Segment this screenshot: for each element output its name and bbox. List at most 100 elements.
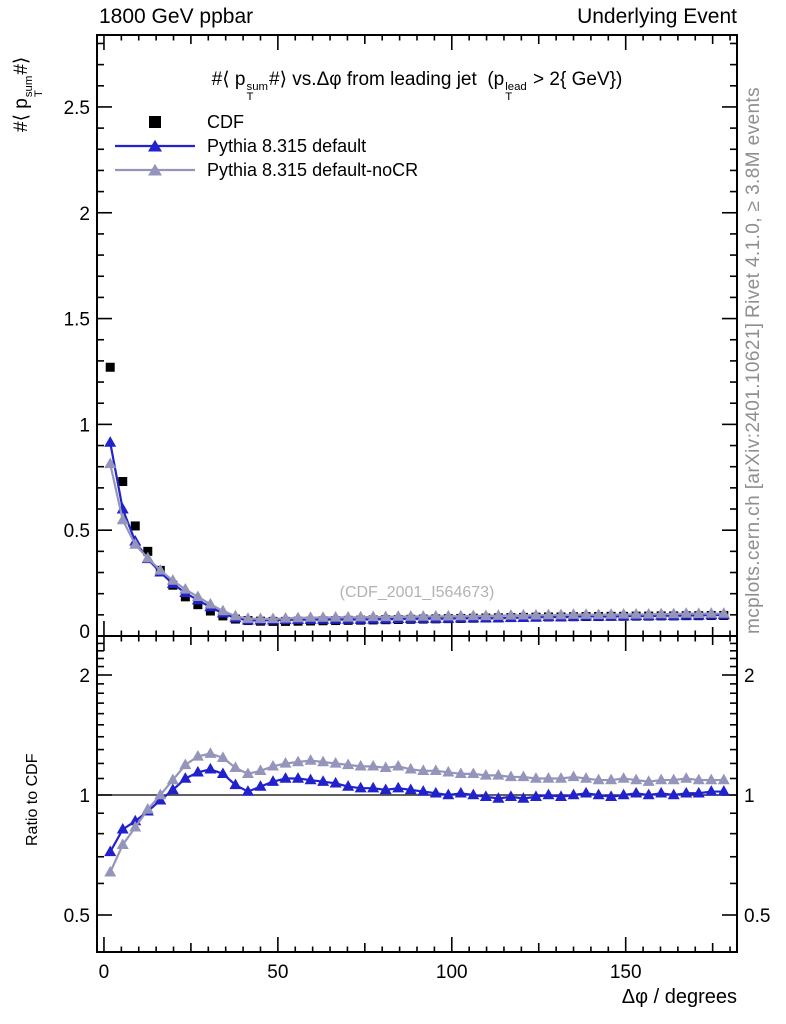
cdf-data-point — [130, 521, 140, 531]
pythia-nocr-point — [216, 604, 229, 616]
ratio-y-axis-label: Ratio to CDF — [24, 753, 41, 846]
pythia-nocr-ratio-point — [179, 758, 192, 770]
pythia-nocr-ratio-point — [467, 767, 480, 779]
pythia-nocr-ratio-point — [166, 773, 179, 785]
pythia-nocr-ratio-point — [279, 757, 292, 768]
pythia-nocr-point — [267, 612, 279, 624]
pythia-nocr-point — [329, 610, 342, 622]
pythia-nocr-ratio-point — [292, 755, 305, 767]
pt-sum-subsup: sum T — [246, 82, 269, 103]
pythia-default-ratio-point — [705, 785, 718, 796]
pythia-nocr-point — [279, 612, 292, 623]
pythia-nocr-ratio-point — [617, 772, 630, 783]
pythia-default-ratio-point — [204, 762, 217, 774]
pythia-default-ratio-point — [717, 785, 730, 796]
cdf-data-point — [143, 546, 153, 556]
rivet-version-note: Rivet 4.1.0, ≥ 3.8M events — [743, 87, 764, 318]
pythia-nocr-point — [567, 608, 580, 619]
pythia-default-ratio-point — [404, 783, 417, 795]
subscript: T — [246, 90, 254, 103]
pythia-default-ratio-point — [342, 780, 355, 791]
pythia-nocr-point — [504, 609, 517, 620]
pythia-default-ratio-point — [229, 778, 242, 790]
legend-label-cdf: CDF — [207, 111, 244, 132]
x-tick-label: 0 — [99, 962, 110, 983]
pythia-nocr-ratio-point — [116, 838, 129, 850]
pythia-nocr-ratio-point — [154, 788, 167, 800]
pythia-nocr-point — [542, 608, 555, 620]
pythia-default-ratio-point — [479, 790, 492, 801]
pythia-nocr-point — [667, 607, 680, 619]
pythia-nocr-ratio-point — [392, 759, 405, 771]
pythia-nocr-point — [592, 608, 605, 620]
pythia-nocr-ratio-point — [555, 772, 567, 783]
pythia-nocr-point — [442, 609, 455, 621]
pythia-default-ratio-point — [517, 792, 530, 803]
pythia-nocr-ratio-point — [680, 772, 693, 783]
pythia-default-ratio-point — [555, 790, 567, 801]
y-axis-label-text: #⟨ p — [11, 98, 32, 132]
pythia-nocr-point — [129, 538, 142, 549]
pythia-nocr-ratio-point — [379, 761, 392, 773]
pythia-default-ratio-point — [692, 786, 705, 798]
pythia-nocr-ratio-point — [104, 865, 117, 877]
cdf-data-point — [118, 477, 128, 487]
pythia-nocr-ratio-point — [605, 773, 618, 785]
pythia-nocr-point — [317, 611, 330, 622]
pythia-default-ratio-point — [567, 788, 580, 800]
cdf-data-point — [105, 362, 115, 372]
pythia-nocr-point — [154, 563, 167, 575]
pythia-nocr-ratio-point — [204, 747, 217, 758]
legend-item-pythia-default: Pythia 8.315 default — [112, 134, 418, 158]
pt-sum-subsup: sum T — [23, 76, 45, 98]
pythia-nocr-point — [354, 610, 367, 622]
pythia-default-ratio-point — [542, 788, 555, 800]
pythia-nocr-point — [204, 597, 217, 609]
pythia-nocr-ratio-point — [342, 758, 355, 770]
pythia-nocr-ratio-point — [267, 759, 279, 771]
pythia-nocr-ratio-point — [229, 761, 242, 773]
pythia-nocr-ratio-point — [216, 751, 229, 762]
pythia-default-ratio-point — [667, 788, 680, 800]
pythia-default-ratio-point — [492, 792, 505, 803]
pythia-nocr-point — [454, 609, 467, 621]
main-y-tick-label: 2 — [79, 204, 90, 225]
pythia-nocr-point — [342, 610, 355, 622]
ratio-y-tick-label: 2 — [79, 666, 90, 687]
pythia-nocr-ratio-point — [241, 767, 254, 779]
pythia-nocr-point — [116, 513, 129, 525]
pythia-default-ratio-point — [680, 786, 693, 798]
pythia-nocr-point — [517, 608, 530, 620]
y-axis-label-text: #⟩ — [11, 56, 32, 75]
ratio-y-tick-label-right: 1 — [744, 786, 755, 807]
pythia-default-ratio-point — [592, 788, 605, 800]
pythia-default-ratio-point — [179, 772, 192, 783]
plot-title-text: > 2{ GeV}) — [527, 69, 623, 90]
pythia-default-ratio-point — [267, 775, 279, 786]
pythia-default-ratio-point — [317, 775, 330, 786]
pythia-default-ratio-point — [104, 845, 117, 857]
pythia-nocr-point — [191, 590, 204, 602]
ratio-y-tick-label: 1 — [79, 786, 90, 807]
pythia-nocr-point — [492, 609, 505, 620]
pythia-default-ratio-point — [630, 786, 643, 798]
pythia-nocr-ratio-point — [479, 768, 492, 780]
pythia-default-ratio-point — [279, 772, 292, 783]
pythia-default-ratio-point — [254, 780, 267, 791]
pythia-default-ratio-point — [504, 790, 517, 801]
pythia-nocr-point — [680, 607, 693, 618]
subscript: T — [505, 90, 513, 103]
pythia-default-ratio-point — [241, 785, 254, 796]
pythia-nocr-ratio-point — [517, 770, 530, 782]
pythia-nocr-point — [404, 610, 417, 621]
pythia-nocr-ratio-point — [642, 775, 655, 786]
pythia-default-ratio-point — [617, 788, 630, 800]
pythia-nocr-ratio-point — [317, 755, 330, 767]
pythia-nocr-ratio-point — [630, 773, 643, 785]
pythia-nocr-ratio-point — [254, 764, 267, 776]
pythia-nocr-ratio-point — [529, 772, 542, 783]
main-y-zero-label: 0 — [79, 622, 90, 643]
pt-lead-subsup: lead T — [505, 82, 527, 103]
ratio-y-tick-label-right: 2 — [744, 666, 755, 687]
